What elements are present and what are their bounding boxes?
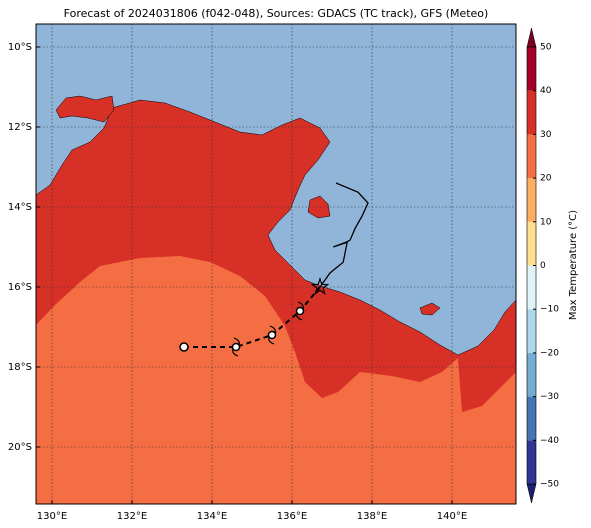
land-warm [36, 256, 516, 504]
colorbar-tick-label: 10 [540, 217, 552, 227]
colorbar-tick-label: −50 [540, 480, 559, 490]
x-tick-label: 134°E [197, 511, 227, 522]
melville-island [55, 95, 115, 123]
colorbar-tick-label: 30 [540, 130, 552, 140]
colorbar-band [527, 440, 536, 484]
colorbar-tick-label: −10 [540, 305, 559, 315]
observed-track [319, 182, 369, 288]
x-tick-label: 140°E [437, 511, 467, 522]
storm-position-star [310, 277, 330, 295]
colorbar-band [527, 47, 536, 91]
mornington-island [419, 302, 441, 316]
colorbar-tick-label: 0 [540, 261, 546, 271]
forecast-point [231, 342, 241, 352]
y-tick-label: 12°S [8, 122, 32, 133]
colorbar-band [527, 309, 536, 353]
forecast-point [179, 342, 189, 352]
colorbar-tick-label: −20 [540, 348, 559, 358]
colorbar-tick-label: 20 [540, 174, 552, 184]
y-tick-label: 16°S [8, 282, 32, 293]
colorbar-tick-label: −30 [540, 392, 559, 402]
groote-island [307, 195, 331, 219]
forecast-track [184, 286, 321, 348]
forecast-point [267, 330, 277, 340]
y-tick-label: 14°S [8, 202, 32, 213]
map-frame [35, 23, 517, 505]
colorbar-band [527, 221, 536, 266]
colorbar-band [527, 396, 536, 441]
x-tick-label: 136°E [277, 511, 307, 522]
x-tick-label: 130°E [37, 511, 67, 522]
colorbar-band [527, 265, 536, 310]
colorbar-band [527, 134, 536, 179]
map-area [36, 24, 516, 504]
x-tick-label: 138°E [357, 511, 387, 522]
map-title: Forecast of 2024031806 (f042-048), Sourc… [64, 7, 489, 20]
colorbar-tick-label: 40 [540, 86, 552, 96]
colorbar-band [527, 90, 536, 135]
colorbar-tick-label: −40 [540, 436, 559, 446]
y-tick-label: 18°S [8, 362, 32, 373]
colorbar-extend-max [526, 27, 537, 48]
colorbar-tick-label: 50 [540, 43, 552, 53]
colorbar-label: Max Temperature (°C) [568, 210, 579, 320]
colorbar-band [527, 352, 536, 397]
x-tick-label: 132°E [117, 511, 147, 522]
y-tick-label: 20°S [8, 442, 32, 453]
y-tick-label: 10°S [8, 42, 32, 53]
forecast-point [295, 306, 305, 316]
colorbar-extend-min [526, 483, 537, 504]
colorbar-band [527, 178, 536, 222]
